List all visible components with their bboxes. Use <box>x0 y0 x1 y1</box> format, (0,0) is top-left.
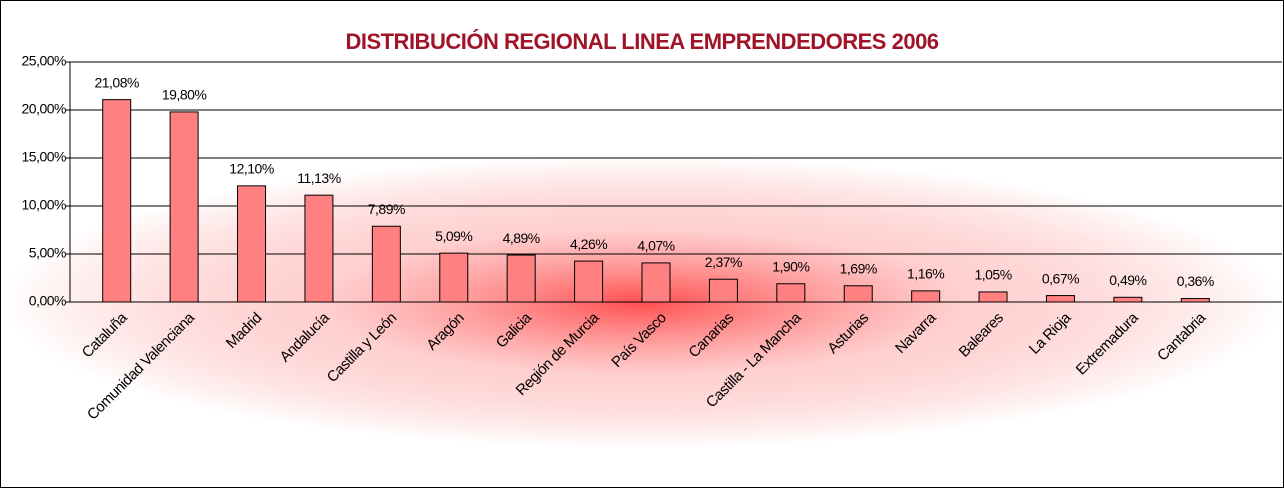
bar <box>574 260 604 303</box>
data-label: 4,07% <box>637 238 674 254</box>
data-label: 1,05% <box>974 267 1011 283</box>
y-tick-label: 5,00% <box>29 245 66 261</box>
bar <box>304 194 334 303</box>
bar <box>843 285 873 303</box>
data-label: 7,89% <box>368 201 405 217</box>
bar <box>776 283 806 303</box>
y-tick-label: 10,00% <box>22 197 67 213</box>
data-label: 1,90% <box>772 258 809 274</box>
bar <box>371 225 401 303</box>
data-label: 0,36% <box>1177 273 1214 289</box>
data-label: 12,10% <box>229 161 274 177</box>
bar <box>708 278 738 303</box>
data-label: 2,37% <box>705 254 742 270</box>
data-label: 5,09% <box>435 228 472 244</box>
bar <box>1045 295 1075 303</box>
y-tick-label: 20,00% <box>22 101 67 117</box>
data-label: 0,49% <box>1109 272 1146 288</box>
data-label: 11,13% <box>297 170 340 186</box>
bar <box>439 252 469 303</box>
data-label: 1,16% <box>907 266 944 282</box>
bar <box>506 254 536 303</box>
y-tick-label: 15,00% <box>22 149 67 165</box>
bar <box>1113 296 1143 303</box>
bar <box>102 99 132 303</box>
data-label: 1,69% <box>840 260 877 276</box>
data-label: 4,89% <box>503 230 540 246</box>
y-tick-label: 25,00% <box>22 53 67 69</box>
bar <box>237 185 267 303</box>
data-label: 21,08% <box>94 74 139 90</box>
data-label: 19,80% <box>162 87 207 103</box>
chart-title: DISTRIBUCIÓN REGIONAL LINEA EMPRENDEDORE… <box>345 29 938 54</box>
bar <box>169 111 199 303</box>
bar <box>1180 298 1210 303</box>
bar <box>641 262 671 303</box>
bar <box>978 291 1008 303</box>
bar <box>911 290 941 303</box>
data-label: 0,67% <box>1042 270 1079 286</box>
y-tick-label: 0,00% <box>29 293 66 309</box>
data-label: 4,26% <box>570 236 607 252</box>
